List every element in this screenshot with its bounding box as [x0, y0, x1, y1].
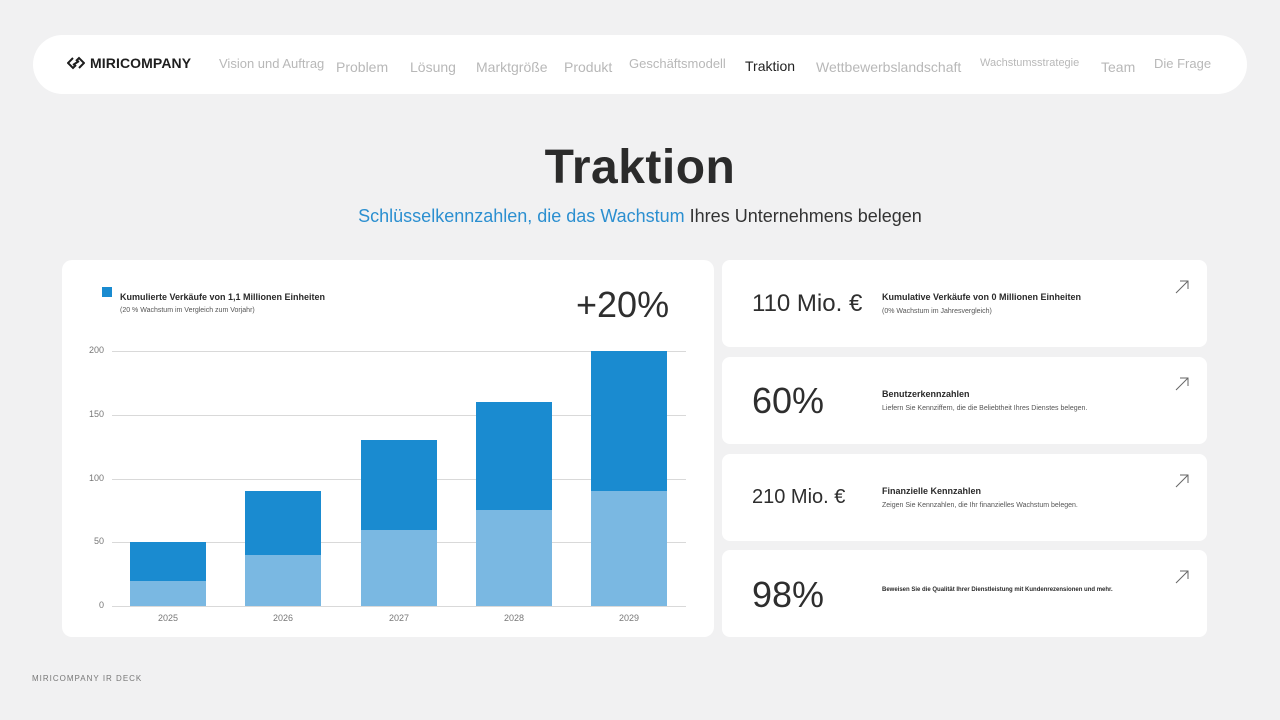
nav-item-problem[interactable]: Problem: [336, 59, 389, 75]
x-axis-tick: 2029: [618, 613, 640, 623]
kpi-description: Liefern Sie Kennziffern, die die Beliebt…: [882, 405, 1088, 412]
nav-item-team[interactable]: Team: [1101, 59, 1136, 75]
chart-card: Kumulierte Verkäufe von 1,1 Millionen Ei…: [62, 260, 714, 637]
page-subtitle: Schlüsselkennzahlen, die das Wachstum Ih…: [0, 206, 1280, 227]
kpi-title: Finanzielle Kennzahlen: [882, 486, 982, 496]
bar-segment-base: [476, 510, 552, 606]
gridline: [112, 606, 686, 607]
bar-segment-base: [361, 529, 437, 606]
bar-2026: [245, 491, 321, 606]
bar-segment-growth: [130, 542, 206, 581]
logo[interactable]: MIRICOMPANY: [67, 55, 191, 71]
bar-2025: [130, 542, 206, 606]
legend-title: Kumulierte Verkäufe von 1,1 Millionen Ei…: [120, 292, 326, 302]
bar-2027: [361, 440, 437, 606]
bar-segment-base: [591, 491, 667, 606]
subtitle-rest: Ihres Unternehmens belegen: [684, 206, 922, 226]
bar-segment-base: [130, 580, 206, 606]
y-axis-tick: 150: [88, 408, 104, 419]
arrow-up-right-icon[interactable]: [1175, 474, 1189, 488]
linked-rings-icon: [67, 56, 85, 70]
nav-item-wachstumsstrategie[interactable]: Wachstumsstrategie: [980, 57, 1080, 69]
footer-text: MIRICOMPANY IR DECK: [32, 674, 143, 683]
x-axis-tick: 2028: [503, 613, 525, 623]
nav-item-vision[interactable]: Vision und Auftrag: [219, 56, 325, 71]
y-axis-tick: 100: [88, 472, 104, 483]
legend-swatch: [102, 287, 112, 297]
kpi-value: 110 Mio. €: [752, 290, 863, 317]
logo-text: MIRICOMPANY: [90, 55, 192, 71]
y-axis-tick: 50: [93, 536, 104, 547]
kpi-value: 60%: [752, 380, 825, 421]
kpi-value: 98%: [752, 574, 825, 615]
gridline: [112, 351, 686, 352]
arrow-up-right-icon[interactable]: [1175, 570, 1189, 584]
kpi-card-users[interactable]: 60% Benutzerkennzahlen Liefern Sie Kennz…: [722, 357, 1207, 444]
legend-subtitle: (20 % Wachstum im Vergleich zum Vorjahr): [120, 307, 255, 314]
kpi-description: Zeigen Sie Kennzahlen, die Ihr finanziel…: [882, 502, 1078, 509]
growth-value: +20%: [576, 284, 670, 325]
kpi-title: Kumulative Verkäufe von 0 Millionen Einh…: [882, 292, 1082, 302]
y-axis-tick: 0: [98, 600, 104, 610]
bar-2029: [591, 351, 667, 606]
kpi-card-quality[interactable]: 98% Beweisen Sie die Qualität Ihrer Dien…: [722, 550, 1207, 637]
kpi-description: Beweisen Sie die Qualität Ihrer Dienstle…: [882, 587, 1113, 593]
nav-item-produkt[interactable]: Produkt: [564, 59, 613, 75]
bar-segment-growth: [361, 440, 437, 530]
kpi-value: 210 Mio. €: [752, 486, 846, 508]
gridline: [112, 414, 686, 416]
x-axis-tick: 2027: [388, 613, 410, 623]
bar-segment-base: [245, 555, 321, 606]
bar-segment-growth: [245, 491, 321, 555]
nav-item-marktgroesse[interactable]: Marktgröße: [476, 59, 548, 75]
nav-item-geschaeftsmodell[interactable]: Geschäftsmodell: [629, 56, 726, 71]
kpi-card-financials[interactable]: 210 Mio. € Finanzielle Kennzahlen Zeigen…: [722, 454, 1207, 541]
x-axis-tick: 2026: [272, 613, 294, 623]
kpi-card-sales[interactable]: 110 Mio. € Kumulative Verkäufe von 0 Mil…: [722, 260, 1207, 347]
nav-item-traktion[interactable]: Traktion: [745, 58, 796, 74]
nav-item-loesung[interactable]: Lösung: [410, 59, 456, 75]
bar-segment-growth: [476, 402, 552, 511]
nav-item-die-frage[interactable]: Die Frage: [1154, 56, 1212, 71]
arrow-up-right-icon[interactable]: [1175, 377, 1189, 391]
page-title: Traktion: [544, 141, 736, 194]
arrow-up-right-icon[interactable]: [1175, 280, 1189, 294]
nav-item-wettbewerbslandschaft[interactable]: Wettbewerbslandschaft: [816, 59, 962, 75]
y-axis-tick: 200: [88, 345, 104, 355]
top-navigation-bar: MIRICOMPANY Vision und Auftrag Problem L…: [33, 35, 1247, 94]
bar-chart-plot: 0 50 100 150 200 2025 2026 2027 2028 2029: [62, 260, 714, 637]
subtitle-highlight: Schlüsselkennzahlen, die das Wachstum: [358, 206, 685, 226]
x-axis-tick: 2025: [157, 613, 179, 623]
bar-2028: [476, 402, 552, 606]
bar-segment-growth: [591, 351, 667, 492]
kpi-description: (0% Wachstum im Jahresvergleich): [882, 308, 992, 315]
kpi-title: Benutzerkennzahlen: [882, 389, 970, 399]
